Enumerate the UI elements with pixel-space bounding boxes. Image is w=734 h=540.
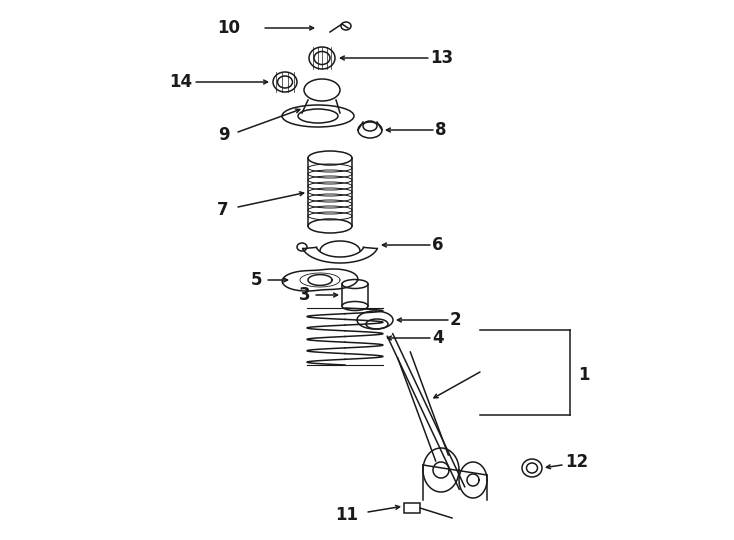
Text: 9: 9 xyxy=(219,126,230,144)
Bar xyxy=(404,503,420,513)
Text: 8: 8 xyxy=(435,121,446,139)
Text: 6: 6 xyxy=(432,236,443,254)
Text: 5: 5 xyxy=(250,271,262,289)
Text: 11: 11 xyxy=(335,506,358,524)
Text: 13: 13 xyxy=(430,49,453,67)
Text: 14: 14 xyxy=(169,73,192,91)
Text: 12: 12 xyxy=(565,453,588,471)
Text: 4: 4 xyxy=(432,329,443,347)
Text: 3: 3 xyxy=(299,286,310,304)
Text: 7: 7 xyxy=(217,201,228,219)
Text: 2: 2 xyxy=(450,311,462,329)
Text: 1: 1 xyxy=(578,366,589,384)
Text: 10: 10 xyxy=(217,19,240,37)
